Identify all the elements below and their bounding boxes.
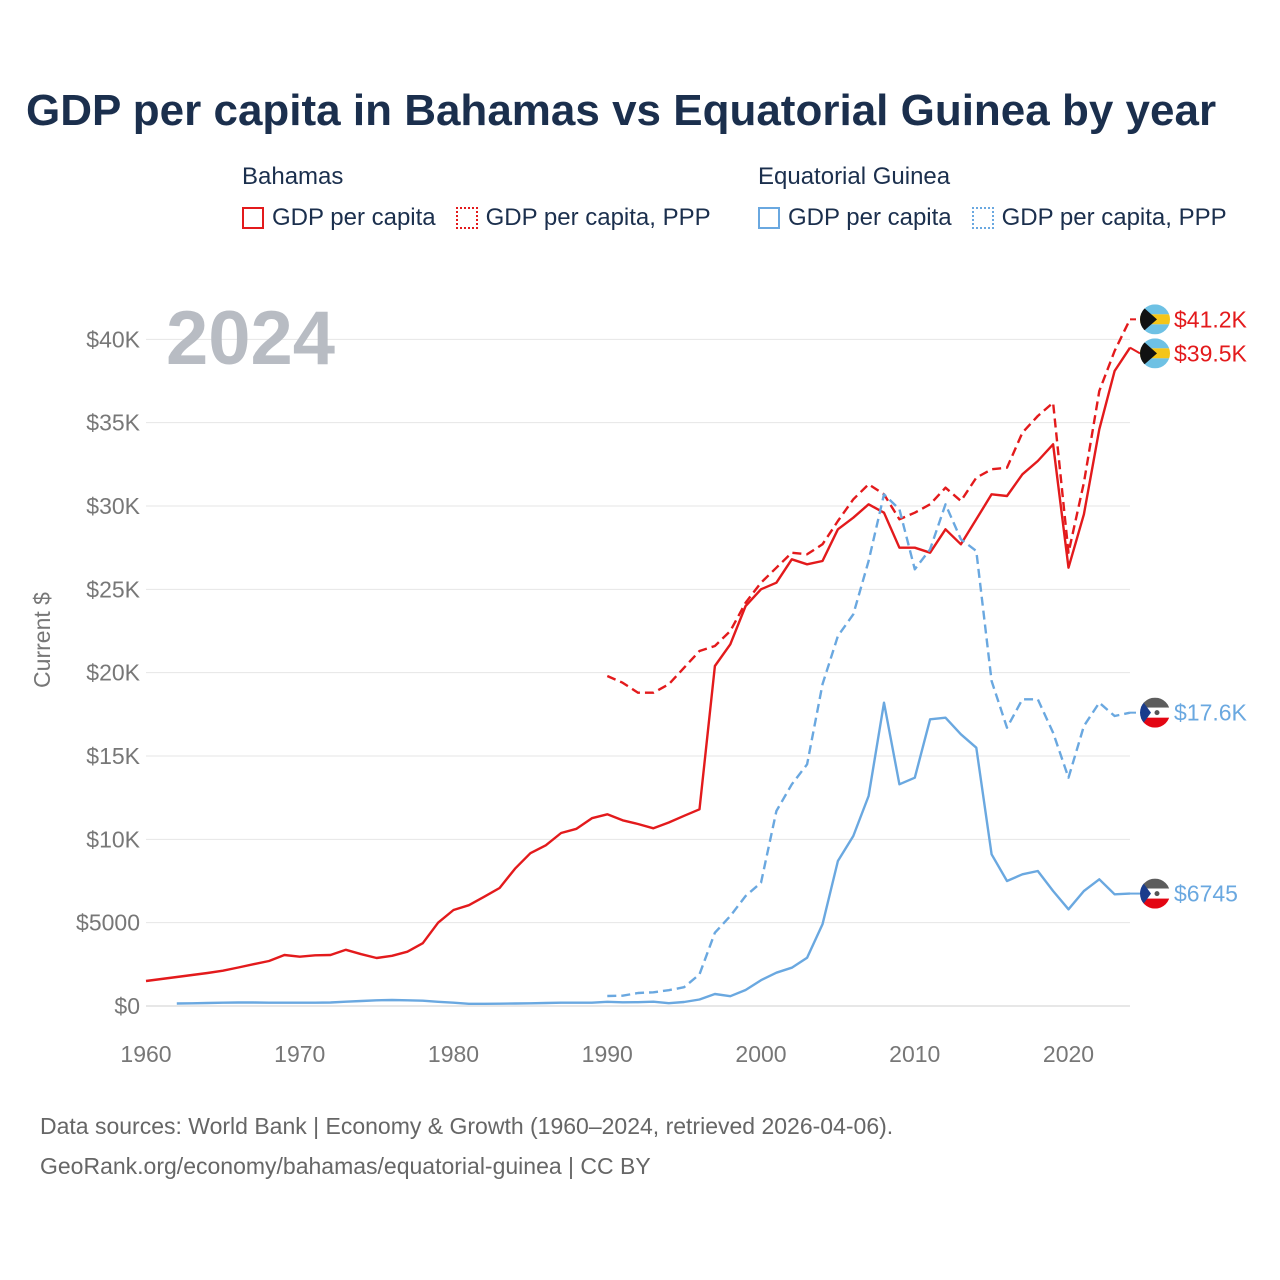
source-line-1: Data sources: World Bank | Economy & Gro… [40, 1113, 894, 1139]
legend-swatch [971, 207, 994, 229]
y-tick-label: $35K [86, 410, 140, 436]
legend-group-equatorial-guinea: Equatorial Guinea GDP per capita GDP per… [758, 162, 1247, 232]
x-tick-label: 1990 [582, 1041, 633, 1067]
chart-title: GDP per capita in Bahamas vs Equatorial … [26, 86, 1217, 135]
x-tick-label: 1980 [428, 1041, 479, 1067]
gridlines [146, 338, 1130, 1007]
y-tick-label: $40K [86, 326, 140, 352]
legend-group-title: Bahamas [242, 163, 344, 190]
legend-label: GDP per capita [788, 204, 952, 231]
equatorial-guinea-flag-icon [1140, 878, 1170, 909]
legend-swatch [242, 207, 264, 229]
x-tick-label: 1960 [120, 1041, 171, 1067]
y-tick-label: $5000 [76, 910, 140, 936]
source-note: Data sources: World Bank | Economy & Gro… [40, 1106, 893, 1186]
x-axis-ticks: 1960 1970 1980 1990 2000 2010 2020 [120, 1041, 1094, 1067]
y-tick-label: $20K [86, 660, 140, 686]
legend-label: GDP per capita, PPP [485, 204, 711, 231]
legend-item-eq-guinea-gdp-ppp[interactable]: GDP per capita, PPP [971, 204, 1227, 232]
x-tick-label: 2020 [1043, 1041, 1094, 1067]
end-value-label: $6745 [1174, 881, 1238, 907]
bahamas-flag-icon [1140, 304, 1170, 335]
end-markers: $41.2K $39.5K $17.6K $6745 [1129, 304, 1248, 909]
y-tick-label: $30K [86, 493, 140, 519]
series-line[interactable] [606, 318, 1132, 694]
legend-label: GDP per capita, PPP [1001, 204, 1227, 231]
year-watermark: 2024 [166, 296, 335, 381]
y-tick-label: $25K [86, 576, 140, 602]
y-axis-label: Current $ [29, 592, 55, 688]
legend-item-eq-guinea-gdp[interactable]: GDP per capita [758, 204, 952, 232]
source-line-2[interactable]: GeoRank.org/economy/bahamas/equatorial-g… [40, 1153, 651, 1179]
bahamas-flag-icon [1140, 338, 1170, 369]
legend-item-bahamas-gdp-ppp[interactable]: GDP per capita, PPP [455, 204, 711, 232]
series-line[interactable] [607, 493, 1131, 998]
end-value-label: $39.5K [1174, 340, 1248, 366]
end-value-label: $17.6K [1174, 700, 1248, 726]
leader-line [1129, 346, 1141, 355]
y-tick-label: $15K [86, 743, 140, 769]
series-lines [145, 318, 1132, 1005]
series-line[interactable] [176, 701, 1131, 1005]
y-tick-label: $0 [114, 993, 140, 1019]
legend-group-title: Equatorial Guinea [758, 163, 951, 190]
legend-item-bahamas-gdp[interactable]: GDP per capita [242, 204, 436, 232]
legend-group-bahamas: Bahamas GDP per capita GDP per capita, P… [242, 162, 731, 232]
x-tick-label: 2000 [735, 1041, 786, 1067]
line-chart: 2024 $0 $5000 $10K $15K $20K $25K $30K $35K $40K… [29, 296, 1248, 1067]
x-tick-label: 2010 [889, 1041, 940, 1067]
legend-swatch [758, 207, 780, 229]
y-axis-ticks: $0 $5000 $10K $15K $20K $25K $30K $35K $40K [76, 326, 141, 1019]
x-tick-label: 1970 [274, 1041, 325, 1067]
legend-label: GDP per capita [272, 204, 436, 231]
equatorial-guinea-flag-icon [1140, 697, 1170, 728]
series-line[interactable] [145, 347, 1132, 983]
legend-swatch [455, 207, 478, 229]
y-tick-label: $10K [86, 826, 140, 852]
end-value-label: $41.2K [1174, 306, 1248, 332]
